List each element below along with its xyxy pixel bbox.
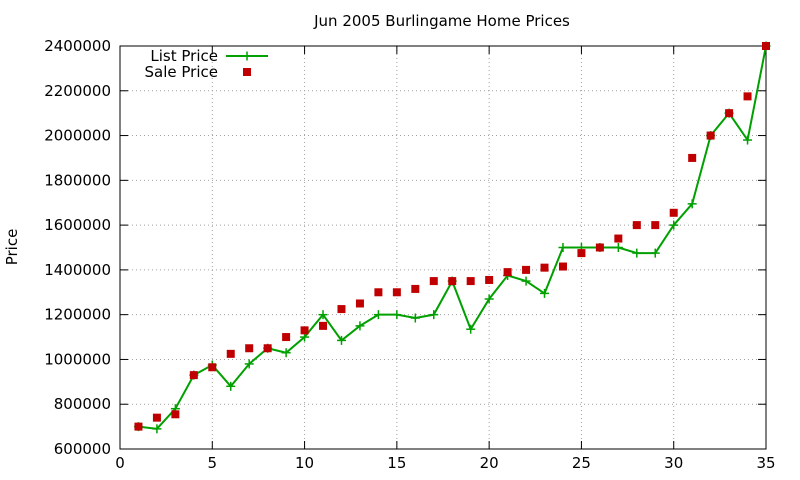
data-point-sale-price bbox=[688, 153, 697, 162]
data-point-sale-price bbox=[448, 277, 457, 286]
data-point-sale-price bbox=[189, 371, 198, 380]
data-point-sale-price bbox=[743, 92, 752, 101]
data-point-sale-price bbox=[577, 249, 586, 258]
data-point-sale-price bbox=[485, 275, 494, 284]
y-tick-label: 600000 bbox=[54, 440, 111, 458]
data-point-sale-price bbox=[282, 333, 291, 342]
data-point-sale-price bbox=[392, 288, 401, 297]
data-point-list-price bbox=[373, 310, 383, 320]
data-point-list-price bbox=[410, 313, 420, 323]
data-point-list-price bbox=[466, 324, 476, 334]
y-axis-label: Price bbox=[3, 229, 21, 266]
grid bbox=[120, 46, 766, 449]
data-point-list-price bbox=[687, 199, 697, 209]
x-tick-label: 15 bbox=[387, 454, 406, 472]
data-point-list-price bbox=[632, 248, 642, 258]
data-point-sale-price bbox=[466, 277, 475, 286]
data-point-list-price bbox=[650, 248, 660, 258]
data-point-list-price bbox=[281, 348, 291, 358]
y-tick-label: 2400000 bbox=[44, 37, 111, 55]
data-point-sale-price bbox=[152, 413, 161, 422]
legend-entry-list-price: List Price bbox=[150, 47, 218, 65]
y-tick-label: 2200000 bbox=[44, 82, 111, 100]
series-sale-price bbox=[134, 42, 770, 431]
data-point-sale-price bbox=[245, 344, 254, 353]
data-point-sale-price bbox=[263, 344, 272, 353]
data-point-list-price bbox=[743, 135, 753, 145]
series-list-price bbox=[133, 41, 771, 434]
data-point-list-price bbox=[355, 321, 365, 331]
series bbox=[133, 41, 771, 434]
data-point-sale-price bbox=[337, 305, 346, 314]
data-point-sale-price bbox=[429, 277, 438, 286]
data-point-sale-price bbox=[762, 42, 770, 50]
data-point-list-price bbox=[226, 381, 236, 391]
axis-ticks: 0 5 10 15 20 25 30 35 600000 800000 1000000 1200000… bbox=[44, 37, 775, 472]
data-point-sale-price bbox=[522, 265, 531, 274]
data-point-sale-price bbox=[411, 284, 420, 293]
data-point-sale-price bbox=[374, 288, 383, 297]
data-point-list-price bbox=[318, 310, 328, 320]
data-point-list-price bbox=[521, 276, 531, 286]
plot-frame bbox=[119, 45, 767, 450]
data-point-sale-price bbox=[319, 321, 328, 330]
data-point-list-price bbox=[484, 294, 494, 304]
y-tick-label: 1800000 bbox=[44, 171, 111, 189]
data-point-sale-price bbox=[134, 422, 143, 431]
x-tick-label: 20 bbox=[480, 454, 499, 472]
data-point-sale-price bbox=[706, 131, 715, 140]
legend: List Price Sale Price bbox=[145, 47, 268, 81]
data-point-list-price bbox=[669, 220, 679, 230]
data-point-sale-price bbox=[300, 326, 309, 335]
data-point-list-price bbox=[244, 359, 254, 369]
data-point-sale-price bbox=[632, 221, 641, 230]
data-point-sale-price bbox=[540, 263, 549, 272]
data-point-sale-price bbox=[226, 349, 235, 358]
y-tick-label: 800000 bbox=[54, 395, 111, 413]
data-point-sale-price bbox=[171, 410, 180, 419]
data-point-list-price bbox=[613, 243, 623, 252]
data-point-list-price bbox=[429, 310, 439, 320]
data-point-sale-price bbox=[208, 363, 217, 372]
x-tick-label: 30 bbox=[664, 454, 683, 472]
data-point-list-price bbox=[392, 310, 402, 320]
data-point-sale-price bbox=[669, 208, 678, 217]
legend-entry-sale-price: Sale Price bbox=[145, 63, 218, 81]
data-point-sale-price bbox=[725, 109, 734, 118]
data-point-list-price bbox=[152, 424, 162, 434]
data-point-sale-price bbox=[503, 268, 512, 277]
data-point-sale-price bbox=[355, 299, 364, 308]
legend-marker-sale-price bbox=[243, 68, 251, 76]
y-tick-label: 2000000 bbox=[44, 127, 111, 145]
data-point-sale-price bbox=[651, 221, 660, 230]
y-tick-label: 1000000 bbox=[44, 350, 111, 368]
data-point-sale-price bbox=[558, 262, 567, 271]
chart-title: Jun 2005 Burlingame Home Prices bbox=[313, 12, 570, 30]
x-tick-label: 0 bbox=[115, 454, 125, 472]
x-tick-label: 5 bbox=[208, 454, 218, 472]
legend-marker-list-price bbox=[242, 51, 252, 61]
x-tick-label: 35 bbox=[756, 454, 775, 472]
data-point-sale-price bbox=[614, 234, 623, 243]
y-tick-label: 1600000 bbox=[44, 216, 111, 234]
x-tick-label: 25 bbox=[572, 454, 591, 472]
y-tick-label: 1400000 bbox=[44, 261, 111, 279]
data-point-list-price bbox=[336, 335, 346, 345]
data-point-list-price bbox=[558, 243, 568, 252]
data-point-list-price bbox=[540, 288, 550, 298]
series-line-list-price bbox=[138, 45, 767, 430]
data-point-sale-price bbox=[595, 243, 604, 252]
y-tick-label: 1200000 bbox=[44, 306, 111, 324]
x-tick-label: 10 bbox=[295, 454, 314, 472]
